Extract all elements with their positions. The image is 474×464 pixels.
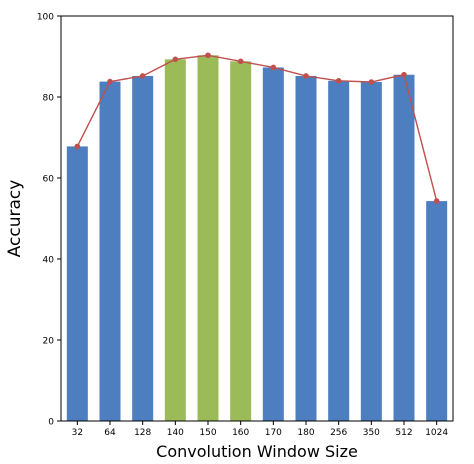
point-32	[74, 143, 81, 150]
accuracy-line	[76, 54, 438, 202]
y-tick-label-20: 20	[43, 337, 55, 347]
point-180	[303, 73, 309, 79]
bar-140	[164, 59, 186, 421]
y-tick-label-60: 60	[43, 175, 55, 185]
bar-180	[295, 75, 317, 421]
y-tick-label-80: 80	[43, 94, 55, 104]
bars-group	[66, 55, 448, 422]
x-tick-label-160: 160	[232, 428, 249, 438]
point-256	[335, 78, 342, 84]
x-tick-label-64: 64	[104, 428, 116, 438]
x-tick-label-180: 180	[297, 428, 314, 438]
y-tick-label-100: 100	[37, 13, 54, 23]
x-axis-title: Convolution Window Size	[156, 442, 358, 461]
bar-64	[99, 81, 121, 422]
point-512	[401, 71, 407, 78]
x-tick-label-256: 256	[330, 428, 347, 438]
bar-350	[360, 82, 382, 421]
y-tick-label-0: 0	[48, 418, 54, 428]
x-tick-label-128: 128	[134, 428, 151, 438]
bar-32	[66, 146, 88, 421]
point-160	[237, 58, 244, 65]
bar-150	[197, 55, 219, 421]
point-1024	[433, 198, 440, 204]
x-tick-label-512: 512	[395, 428, 412, 438]
point-150	[205, 52, 211, 59]
bar-256	[328, 80, 350, 422]
point-140	[172, 56, 179, 63]
y-axis-title: Accuracy	[5, 180, 25, 258]
point-170	[270, 64, 277, 71]
line-group	[74, 52, 440, 204]
x-tick-label-150: 150	[199, 428, 216, 438]
bar-128	[132, 75, 154, 421]
axes-group: 0 20 40 60 80 100 32 64 128 140 150 160 170 180 256 350…	[37, 13, 454, 438]
x-tick-label-32: 32	[72, 428, 83, 438]
plot-frame	[60, 15, 454, 422]
point-350	[368, 79, 375, 85]
bar-160	[230, 61, 252, 422]
point-128	[139, 73, 146, 79]
x-tick-label-350: 350	[363, 428, 380, 438]
point-64	[107, 78, 113, 85]
bar-1024	[426, 201, 448, 421]
y-tick-label-40: 40	[43, 256, 55, 266]
x-tick-label-140: 140	[167, 428, 184, 438]
bar-512	[393, 74, 415, 421]
x-tick-label-170: 170	[265, 428, 282, 438]
bar-170	[262, 67, 284, 421]
x-tick-label-1024: 1024	[425, 428, 448, 438]
